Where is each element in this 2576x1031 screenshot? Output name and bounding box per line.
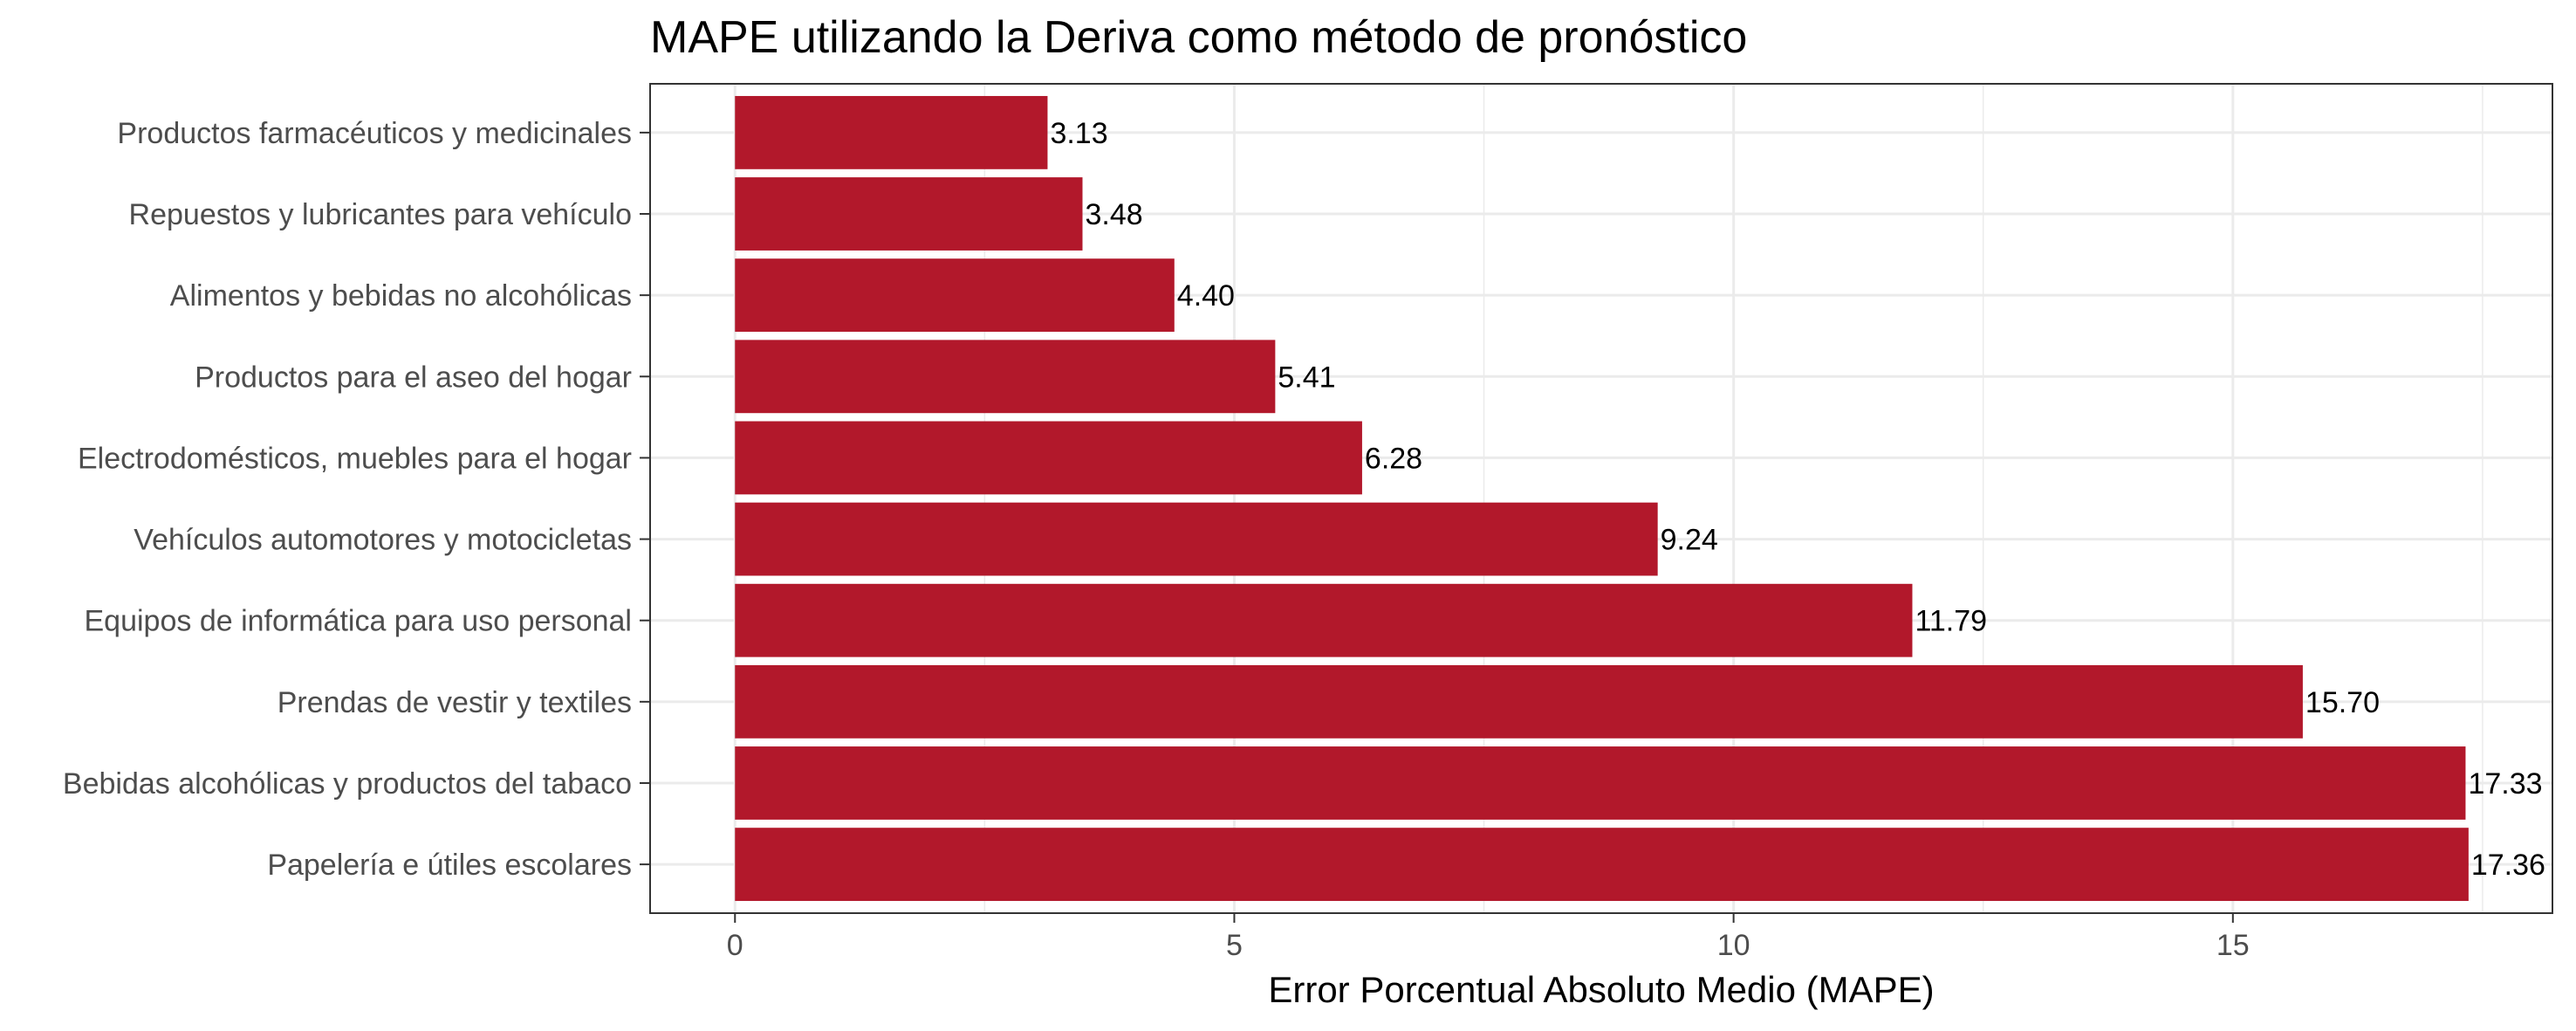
category-label: Vehículos automotores y motocicletas [134, 524, 632, 557]
data-labels: 3.13 3.48 4.40 5.41 6.28 9.24 11.79 15.70 17.33 1… [1050, 117, 2545, 882]
category-label: Electrodomésticos, muebles para el hogar [78, 442, 632, 475]
bar [735, 421, 1362, 495]
bar [735, 664, 2303, 739]
x-axis-title: Error Porcentual Absoluto Medio (MAPE) [1268, 969, 1934, 1010]
data-label: 9.24 [1661, 524, 1718, 557]
data-label: 6.28 [1365, 442, 1422, 475]
x-tick-label: 15 [2216, 929, 2250, 962]
data-label: 3.48 [1086, 198, 1143, 231]
bar [735, 340, 1276, 414]
category-label: Equipos de informática para uso personal [85, 605, 633, 638]
category-label: Alimentos y bebidas no alcohólicas [170, 279, 632, 313]
x-tick-label: 0 [727, 929, 743, 962]
x-tick-label: 5 [1226, 929, 1243, 962]
bars [735, 95, 2469, 902]
bar [735, 746, 2466, 820]
bar [735, 95, 1048, 169]
bar [735, 828, 2469, 902]
category-label: Papelería e útiles escolares [267, 849, 632, 882]
category-label: Bebidas alcohólicas y productos del taba… [63, 767, 632, 801]
data-label: 4.40 [1177, 279, 1235, 313]
bar [735, 258, 1175, 333]
category-label: Productos farmacéuticos y medicinales [117, 117, 632, 150]
category-label: Productos para el aseo del hogar [195, 361, 632, 394]
category-label: Prendas de vestir y textiles [277, 686, 632, 719]
bar [735, 502, 1658, 576]
chart-title: MAPE utilizando la Deriva como método de… [650, 12, 1747, 63]
value-axis: 0 5 10 15 [727, 913, 2250, 962]
data-label: 5.41 [1278, 361, 1335, 394]
bar [735, 583, 1913, 657]
bar [735, 177, 1083, 251]
data-label: 17.33 [2468, 767, 2542, 801]
panel-border [649, 83, 2553, 914]
data-label: 11.79 [1915, 605, 1987, 638]
data-label: 17.36 [2471, 849, 2545, 882]
x-tick-label: 10 [1717, 929, 1750, 962]
category-axis: Productos farmacéuticos y medicinales Rep… [63, 117, 650, 882]
data-label: 15.70 [2305, 686, 2380, 719]
data-label: 3.13 [1050, 117, 1107, 150]
category-label: Repuestos y lubricantes para vehículo [129, 198, 632, 231]
